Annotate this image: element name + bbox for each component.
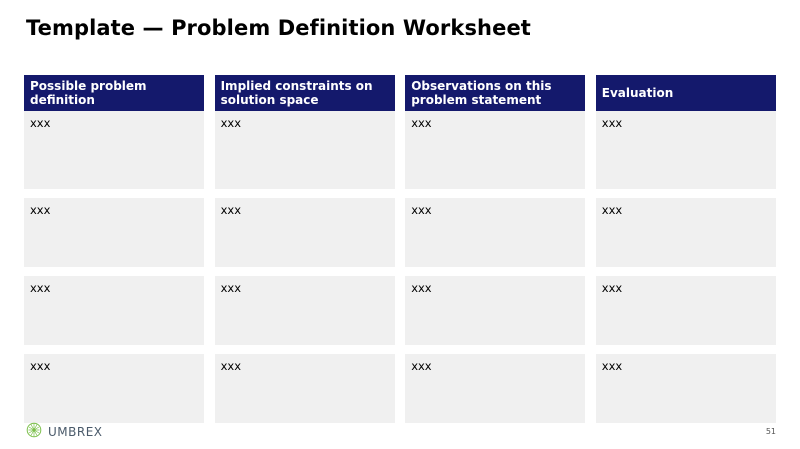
page-number: 51 (765, 427, 776, 436)
table-cell: xxx (405, 198, 586, 267)
column-header-observations: Observations on this problem statement (405, 75, 586, 111)
table-cell: xxx (24, 198, 204, 267)
table-cell: xxx (405, 111, 586, 189)
umbrex-globe-icon (26, 422, 42, 442)
table-cell: xxx (214, 111, 395, 189)
column-header-implied-constraints: Implied constraints on solution space (214, 75, 395, 111)
column-header-evaluation: Evaluation (595, 75, 776, 111)
page-title: Template — Problem Definition Worksheet (26, 16, 531, 40)
table-cell: xxx (24, 276, 204, 345)
table-cell: xxx (214, 198, 395, 267)
table-cell: xxx (405, 276, 586, 345)
column-header-problem-definition: Possible problem definition (24, 75, 204, 111)
worksheet-table: Possible problem definition Implied cons… (24, 75, 776, 423)
table-cell: xxx (214, 276, 395, 345)
table-cell: xxx (595, 276, 776, 345)
table-cell: xxx (595, 198, 776, 267)
table-cell: xxx (405, 354, 586, 423)
table-cell: xxx (24, 354, 204, 423)
table-cell: xxx (214, 354, 395, 423)
table-cell: xxx (595, 354, 776, 423)
brand-name: UMBREX (48, 425, 103, 439)
umbrex-logo: UMBREX (26, 422, 103, 442)
table-cell: xxx (24, 111, 204, 189)
table-cell: xxx (595, 111, 776, 189)
